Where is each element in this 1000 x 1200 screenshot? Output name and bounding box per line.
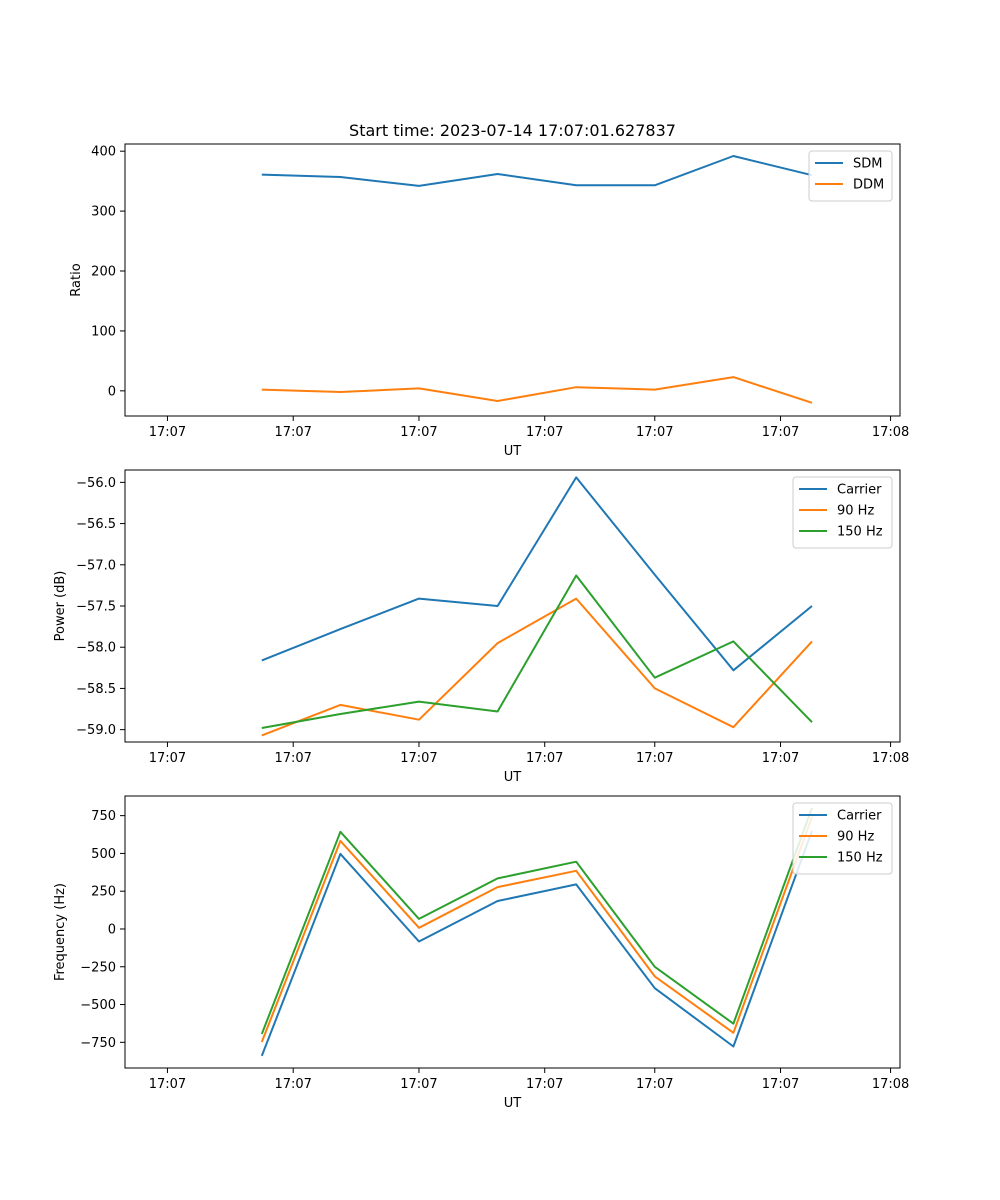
x-tick-label: 17:07: [636, 1077, 673, 1092]
legend-label-ddm: DDM: [853, 178, 884, 193]
y-tick-label: −58.0: [76, 641, 116, 656]
series-line-150-hz: [261, 574, 813, 729]
series-line-carrier: [261, 476, 813, 672]
y-tick-label: −250: [80, 960, 116, 975]
power-panel: 17:07 17:07 17:07 17:07 17:07 17:07 17:08 −59.0…: [53, 469, 909, 785]
y-axis-label: Ratio: [69, 263, 84, 296]
y-tick-label: −57.5: [76, 600, 116, 615]
legend-label-carrier: Carrier: [837, 483, 882, 498]
x-tick-label: 17:07: [526, 425, 563, 440]
x-tick-label: 17:07: [400, 751, 437, 766]
x-tick-label: 17:07: [400, 1077, 437, 1092]
y-tick-label: 300: [91, 205, 116, 220]
x-tick-label: 17:07: [762, 751, 799, 766]
legend-label-carrier: Carrier: [837, 809, 882, 824]
series-line-carrier: [260, 830, 813, 1057]
figure-title: Start time: 2023-07-14 17:07:01.627837: [349, 121, 676, 140]
series-line-150-hz: [260, 807, 813, 1035]
x-tick-label: 17:08: [872, 1077, 909, 1092]
y-axis-label: Frequency (Hz): [53, 883, 68, 981]
x-tick-label: 17:07: [762, 425, 799, 440]
y-tick-label: −500: [80, 998, 116, 1013]
frequency-panel: 17:07 17:07 17:07 17:07 17:07 17:07 17:08 −750 −…: [53, 795, 909, 1111]
legend-label-sdm: SDM: [853, 157, 882, 172]
legend: Carrier 90 Hz 150 Hz: [792, 476, 893, 549]
x-tick-label: 17:07: [526, 1077, 563, 1092]
x-tick-label: 17:08: [872, 425, 909, 440]
x-tick-label: 17:07: [149, 425, 186, 440]
x-tick-label: 17:07: [149, 1077, 186, 1092]
ratio-panel: 17:07 17:07 17:07 17:07 17:07 17:07 17:08 0 100 2…: [69, 143, 909, 459]
x-tick-label: 17:07: [636, 425, 673, 440]
x-tick-label: 17:07: [400, 425, 437, 440]
y-tick-label: −57.0: [76, 558, 116, 573]
x-axis-label: UT: [504, 444, 522, 459]
series-line-90-hz: [260, 816, 813, 1043]
y-tick-label: −56.0: [76, 476, 116, 491]
y-tick-label: 750: [91, 809, 116, 824]
y-tick-label: −59.0: [76, 723, 116, 738]
y-tick-label: −58.5: [76, 682, 116, 697]
axes-frame: [124, 143, 901, 417]
y-tick-label: −56.5: [76, 517, 116, 532]
y-tick-label: 0: [108, 922, 116, 937]
x-tick-label: 17:07: [274, 1077, 311, 1092]
y-tick-label: 500: [91, 847, 116, 862]
x-tick-label: 17:07: [274, 425, 311, 440]
series-line-90-hz: [261, 597, 813, 737]
x-tick-label: 17:07: [149, 751, 186, 766]
x-tick-label: 17:07: [636, 751, 673, 766]
x-axis-label: UT: [504, 1096, 522, 1111]
legend-label-150-hz: 150 Hz: [837, 851, 883, 866]
legend-label-90-hz: 90 Hz: [837, 504, 874, 519]
series-line-sdm: [261, 155, 813, 187]
legend: SDM DDM: [808, 150, 893, 202]
legend: Carrier 90 Hz 150 Hz: [792, 802, 893, 875]
y-tick-label: 250: [91, 885, 116, 900]
y-tick-label: 400: [91, 145, 116, 160]
y-axis-label: Power (dB): [53, 571, 68, 642]
y-tick-label: 0: [108, 384, 116, 399]
series-line-ddm: [261, 376, 813, 404]
x-tick-label: 17:07: [526, 751, 563, 766]
legend-label-150-hz: 150 Hz: [837, 525, 883, 540]
x-tick-label: 17:07: [762, 1077, 799, 1092]
x-tick-label: 17:07: [274, 751, 311, 766]
y-tick-label: 200: [91, 265, 116, 280]
x-tick-label: 17:08: [872, 751, 909, 766]
y-tick-label: −750: [80, 1036, 116, 1051]
x-axis-label: UT: [504, 770, 522, 785]
legend-label-90-hz: 90 Hz: [837, 830, 874, 845]
y-tick-label: 100: [91, 324, 116, 339]
axes-frame: [124, 795, 901, 1069]
